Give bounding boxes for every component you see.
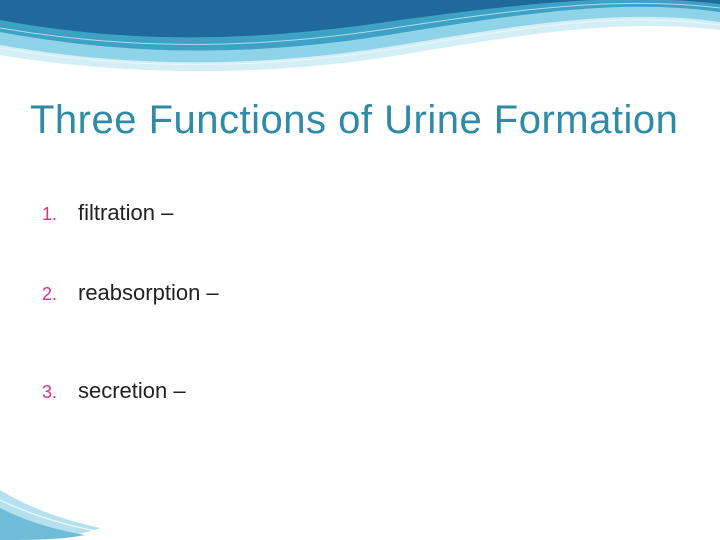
list-dash: – [200,280,218,305]
corner-swirl [0,470,120,540]
slide-title: Three Functions of Urine Formation [30,98,678,143]
list-term: filtration [78,200,155,225]
list-term: reabsorption [78,280,200,305]
wave-banner [0,0,720,90]
list-item: 2. reabsorption – [42,280,642,306]
list-item: 3. secretion – [42,378,642,404]
numbered-list: 1. filtration – 2. reabsorption – 3. sec… [42,200,642,404]
list-dash: – [155,200,173,225]
list-number: 3. [42,382,78,403]
list-number: 2. [42,284,78,305]
list-dash: – [167,378,185,403]
list-item: 1. filtration – [42,200,642,226]
list-number: 1. [42,204,78,225]
list-term: secretion [78,378,167,403]
